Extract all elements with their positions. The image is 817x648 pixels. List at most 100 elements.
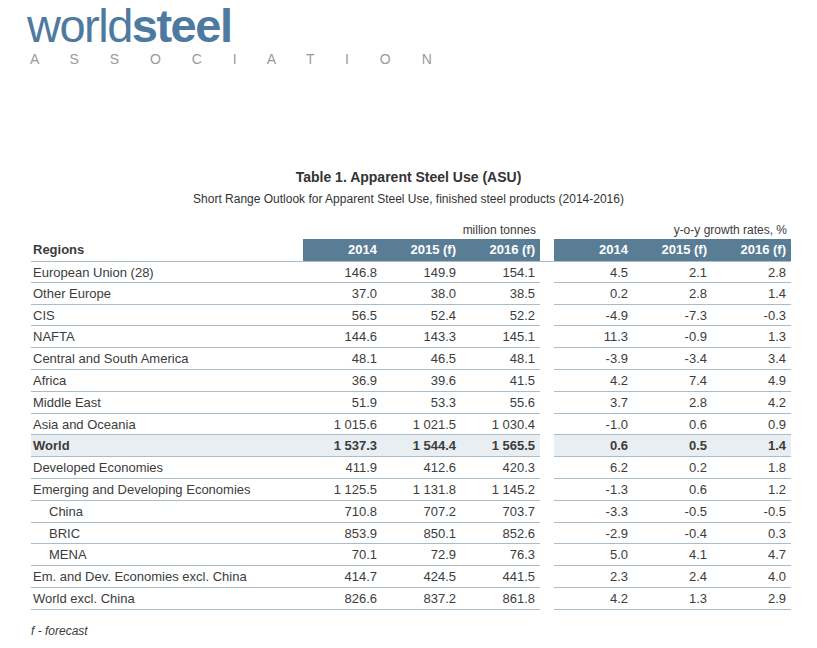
value-cell: 52.2 — [461, 305, 540, 327]
value-cell: 2.3 — [554, 566, 633, 588]
value-cell: 51.9 — [303, 392, 382, 414]
value-cell: 2.8 — [633, 283, 712, 305]
value-cell: -3.3 — [554, 501, 633, 523]
table-row-emerging-developing: Emerging and Developing Economies 1 125.… — [31, 479, 791, 501]
value-cell: 38.5 — [461, 283, 540, 305]
value-cell: 4.2 — [712, 392, 791, 414]
value-cell: 1.4 — [712, 435, 791, 457]
value-cell: 72.9 — [382, 544, 461, 566]
value-cell: 1.2 — [712, 479, 791, 501]
value-cell: -0.5 — [712, 501, 791, 523]
value-cell: -1.3 — [554, 479, 633, 501]
value-cell: 707.2 — [382, 501, 461, 523]
table-row-european-union: European Union (28) 146.8 149.9 154.1 4.… — [31, 261, 791, 283]
value-cell: 0.6 — [633, 414, 712, 436]
table-header-row: Regions 2014 2015 (f) 2016 (f) 2014 2015… — [31, 239, 791, 261]
table-row-developed-economies: Developed Economies 411.9 412.6 420.3 6.… — [31, 457, 791, 479]
value-cell: 1.3 — [633, 588, 712, 610]
table-row-world-excl-china: World excl. China 826.6 837.2 861.8 4.2 … — [31, 588, 791, 610]
column-gap — [540, 588, 554, 610]
value-cell: 36.9 — [303, 370, 382, 392]
value-cell: 850.1 — [382, 523, 461, 545]
value-cell: 46.5 — [382, 348, 461, 370]
region-name: European Union (28) — [31, 261, 303, 283]
value-cell: 4.2 — [554, 588, 633, 610]
column-gap — [540, 544, 554, 566]
value-cell: -0.3 — [712, 305, 791, 327]
value-cell: 146.8 — [303, 261, 382, 283]
column-gap — [540, 305, 554, 327]
value-cell: 1 544.4 — [382, 435, 461, 457]
value-cell: 861.8 — [461, 588, 540, 610]
value-cell: 3.7 — [554, 392, 633, 414]
region-name: CIS — [31, 305, 303, 327]
value-cell: 852.6 — [461, 523, 540, 545]
table-row-bric: BRIC 853.9 850.1 852.6 -2.9 -0.4 0.3 — [31, 523, 791, 545]
value-cell: 1.3 — [712, 326, 791, 348]
table-row-central-south-america: Central and South America 48.1 46.5 48.1… — [31, 348, 791, 370]
value-cell: 38.0 — [382, 283, 461, 305]
column-gap — [540, 457, 554, 479]
logo-word-steel: steel — [132, 0, 232, 52]
value-cell: 6.2 — [554, 457, 633, 479]
value-cell: 53.3 — [382, 392, 461, 414]
table-row-cis: CIS 56.5 52.4 52.2 -4.9 -7.3 -0.3 — [31, 305, 791, 327]
value-cell: 703.7 — [461, 501, 540, 523]
region-name: BRIC — [31, 523, 303, 545]
value-cell: 0.3 — [712, 523, 791, 545]
value-cell: 4.9 — [712, 370, 791, 392]
column-gap — [540, 261, 554, 283]
value-cell: 1 021.5 — [382, 414, 461, 436]
col-header-gr-2014: 2014 — [554, 239, 633, 261]
value-cell: 853.9 — [303, 523, 382, 545]
value-cell: 70.1 — [303, 544, 382, 566]
forecast-footnote: f - forecast — [31, 624, 88, 638]
column-gap — [540, 523, 554, 545]
region-name: World excl. China — [31, 588, 303, 610]
table-row-asia-oceania: Asia and Oceania 1 015.6 1 021.5 1 030.4… — [31, 414, 791, 436]
column-gap — [540, 479, 554, 501]
value-cell: 420.3 — [461, 457, 540, 479]
value-cell: 143.3 — [382, 326, 461, 348]
table-row-china: China 710.8 707.2 703.7 -3.3 -0.5 -0.5 — [31, 501, 791, 523]
value-cell: 37.0 — [303, 283, 382, 305]
value-cell: 149.9 — [382, 261, 461, 283]
value-cell: 1.8 — [712, 457, 791, 479]
value-cell: 52.4 — [382, 305, 461, 327]
region-name: World — [31, 435, 303, 457]
value-cell: -3.4 — [633, 348, 712, 370]
value-cell: 710.8 — [303, 501, 382, 523]
table-row-nafta: NAFTA 144.6 143.3 145.1 11.3 -0.9 1.3 — [31, 326, 791, 348]
column-gap — [540, 392, 554, 414]
column-gap — [540, 283, 554, 305]
value-cell: 826.6 — [303, 588, 382, 610]
value-cell: 4.7 — [712, 544, 791, 566]
value-cell: 1 131.8 — [382, 479, 461, 501]
value-cell: 1 565.5 — [461, 435, 540, 457]
group-label-growth-rates: y-o-y growth rates, % — [554, 223, 791, 237]
value-cell: 411.9 — [303, 457, 382, 479]
region-name: China — [31, 501, 303, 523]
value-cell: 2.8 — [712, 261, 791, 283]
value-cell: -0.4 — [633, 523, 712, 545]
value-cell: 48.1 — [461, 348, 540, 370]
value-cell: 76.3 — [461, 544, 540, 566]
col-header-gr-2016f: 2016 (f) — [712, 239, 791, 261]
value-cell: 1 145.2 — [461, 479, 540, 501]
value-cell: 0.9 — [712, 414, 791, 436]
group-label-million-tonnes: million tonnes — [303, 223, 540, 237]
column-gap — [540, 370, 554, 392]
region-name: Emerging and Developing Economies — [31, 479, 303, 501]
asu-table: million tonnes y-o-y growth rates, % Reg… — [31, 220, 791, 610]
col-header-mt-2015f: 2015 (f) — [382, 239, 461, 261]
value-cell: 2.9 — [712, 588, 791, 610]
table-row-em-dev-excl-china: Em. and Dev. Economies excl. China 414.7… — [31, 566, 791, 588]
value-cell: 2.8 — [633, 392, 712, 414]
value-cell: 145.1 — [461, 326, 540, 348]
value-cell: 0.5 — [633, 435, 712, 457]
value-cell: 39.6 — [382, 370, 461, 392]
value-cell: 1 537.3 — [303, 435, 382, 457]
table-row-world: World 1 537.3 1 544.4 1 565.5 0.6 0.5 1.… — [31, 435, 791, 457]
value-cell: 4.2 — [554, 370, 633, 392]
col-header-mt-2014: 2014 — [303, 239, 382, 261]
